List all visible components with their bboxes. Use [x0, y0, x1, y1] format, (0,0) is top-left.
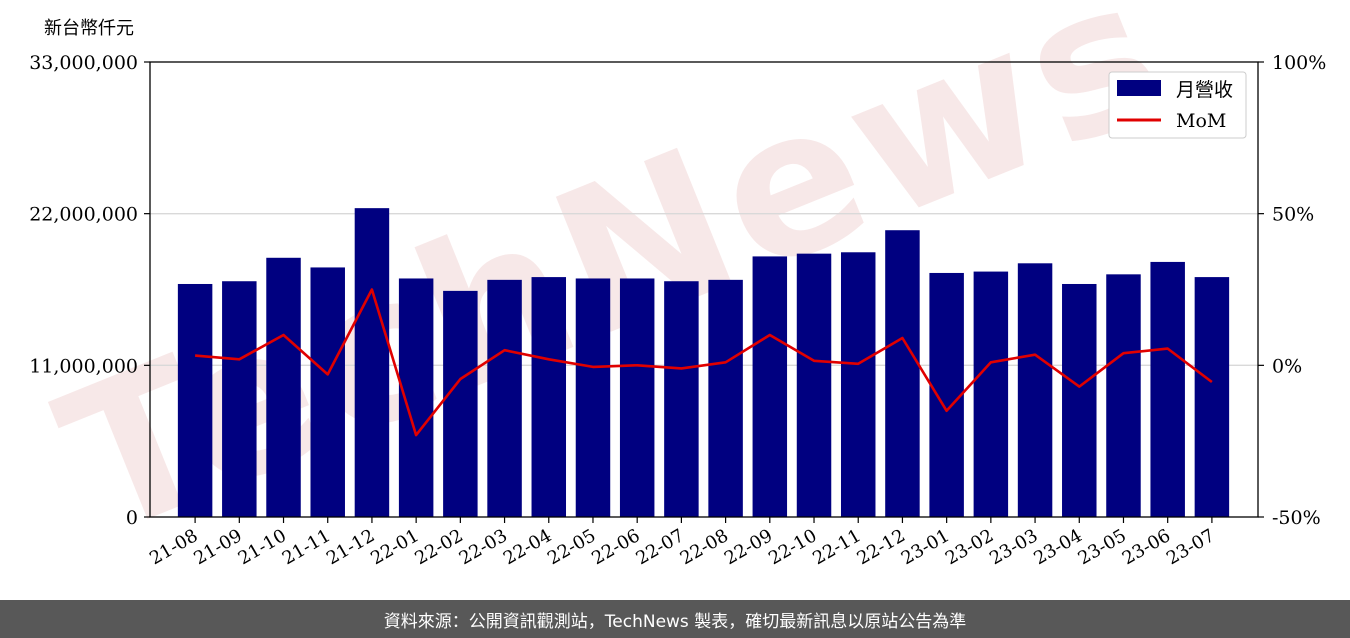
x-tick-label: 22-03: [456, 525, 511, 569]
bar: [929, 272, 964, 517]
axes: [149, 61, 1259, 518]
x-tick-label: 21-12: [323, 525, 378, 569]
y-right-tick-label: 100%: [1272, 52, 1326, 74]
bar: [531, 277, 567, 517]
bar: [973, 271, 1009, 517]
x-tick-label: 22-04: [500, 525, 555, 569]
x-tick-label: 23-05: [1075, 525, 1130, 569]
bar: [619, 278, 655, 517]
bar: [443, 290, 478, 517]
bar: [885, 230, 920, 517]
y-right-tick-label: 50%: [1272, 204, 1314, 226]
bar: [266, 257, 301, 517]
left-axis-ticks: 0 11,000,000 22,000,000 33,000,000: [29, 52, 150, 529]
x-tick-label: 22-06: [588, 525, 643, 569]
line-series: [194, 288, 1213, 437]
legend-bar-label: 月營收: [1176, 79, 1233, 101]
x-tick-label: 22-05: [544, 525, 599, 569]
x-tick-label: 22-10: [765, 525, 820, 569]
x-tick-label: 22-11: [809, 525, 864, 569]
x-tick-label: 22-09: [721, 525, 776, 569]
bar: [1062, 283, 1097, 517]
bar: [575, 278, 611, 517]
bar: [222, 281, 257, 517]
bar-series: [177, 208, 1230, 518]
bar: [1106, 274, 1141, 517]
mom-line: [194, 288, 1213, 437]
x-tick-label: 23-04: [1030, 525, 1085, 569]
y-left-tick-label: 0: [126, 507, 138, 529]
bar: [1017, 263, 1053, 517]
legend: 月營收 MoM: [1108, 71, 1247, 139]
x-tick-label: 22-07: [632, 525, 687, 569]
x-tick-label: 23-01: [898, 525, 953, 569]
bar: [1150, 261, 1185, 517]
x-tick-label: 23-07: [1163, 525, 1218, 569]
y-right-tick-label: 0%: [1272, 355, 1302, 377]
y-left-tick-label: 11,000,000: [29, 355, 138, 377]
x-axis-ticks: 21-0821-0921-1021-1121-1222-0122-0222-03…: [146, 517, 1218, 569]
x-tick-label: 23-03: [986, 525, 1041, 569]
bar: [354, 208, 390, 517]
y-left-tick-label: 22,000,000: [29, 204, 138, 226]
legend-bar-swatch: [1117, 80, 1161, 96]
bar: [664, 281, 699, 517]
bar: [177, 283, 213, 517]
x-tick-label: 23-02: [942, 525, 997, 569]
source-footer: 資料來源：公開資訊觀測站，TechNews 製表，確切最新訊息以原站公告為準: [0, 600, 1350, 638]
revenue-chart: TechNews 011,000,00022,000,00033,000,000…: [29, 0, 1326, 582]
y-left-tick-label: 33,000,000: [29, 52, 138, 74]
x-tick-label: 22-01: [367, 525, 422, 569]
source-note: 資料來源：公開資訊觀測站，TechNews 製表，確切最新訊息以原站公告為準: [383, 611, 967, 632]
x-tick-label: 22-08: [677, 525, 732, 569]
y-right-tick-label: -50%: [1272, 507, 1321, 529]
left-axis-unit-label: 新台幣仟元: [44, 18, 134, 39]
bar: [310, 267, 345, 517]
right-axis-ticks: -50% 0% 50% 100%: [1258, 52, 1326, 529]
x-tick-label: 23-06: [1119, 525, 1174, 569]
bar: [752, 256, 788, 517]
x-tick-label: 22-02: [411, 525, 466, 569]
plot-frame: [149, 61, 1259, 518]
bar: [796, 253, 832, 517]
bar: [1194, 277, 1230, 517]
x-tick-label: 21-11: [279, 525, 334, 569]
bar: [840, 252, 876, 518]
bar: [708, 279, 743, 517]
x-tick-label: 22-12: [853, 525, 908, 569]
legend-line-label: MoM: [1176, 110, 1226, 132]
bar: [487, 279, 522, 517]
